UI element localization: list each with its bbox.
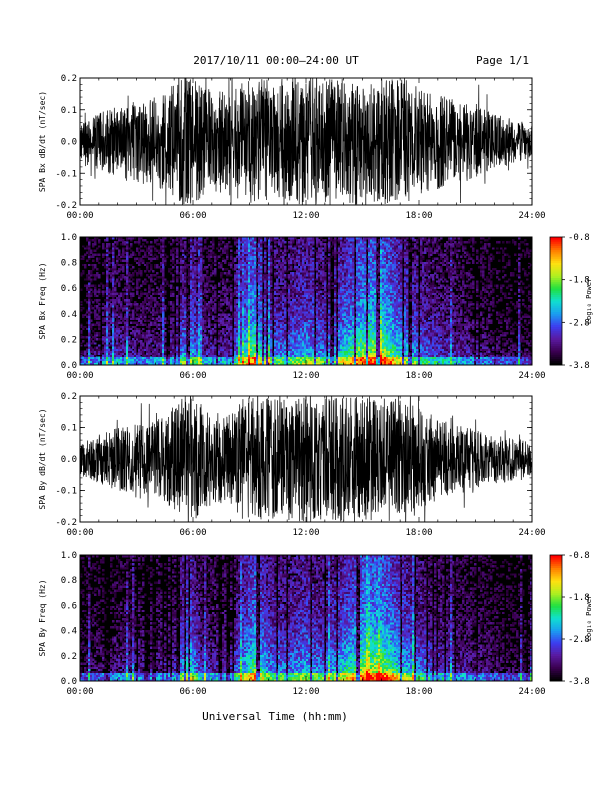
x-tick-label: 06:00 (179, 371, 206, 381)
x-tick-label: 00:00 (66, 371, 93, 381)
y-axis-label: SPA By Freq (Hz) (38, 579, 47, 656)
x-tick-label: 12:00 (292, 371, 319, 381)
colorbar-label: Log₁₀ Power (585, 278, 593, 324)
x-tick-label: 24:00 (518, 528, 545, 538)
by-spectrogram-panel: -0.8 -1.8 -2.8 -3.8 Log₁₀ Power 00:00 06:00 12:… (38, 551, 593, 697)
x-tick-label: 12:00 (292, 687, 319, 697)
x-tick-label: 18:00 (405, 528, 432, 538)
bx-spectrogram-colorbar: -0.8 -1.8 -2.8 -3.8 Log₁₀ Power (549, 233, 593, 371)
y-tick-label: 0.8 (61, 259, 77, 269)
x-tick-label: 18:00 (405, 371, 432, 381)
x-tick-label: 24:00 (518, 687, 545, 697)
y-tick-label: 0.6 (61, 284, 77, 294)
y-axis-label: SPA Bx dB/dt (nT/sec) (38, 91, 47, 192)
x-tick-label: 18:00 (405, 211, 432, 221)
x-tick-label: 24:00 (518, 371, 545, 381)
bx-waveform-panel: 00:00 06:00 12:00 18:00 24:00 -0.2 -0.1 0.0 0.1 0… (38, 74, 546, 221)
colorbar-tick-label: -0.8 (568, 551, 590, 561)
y-tick-label: 0.2 (61, 652, 77, 662)
y-tick-label: -0.2 (55, 518, 77, 528)
y-tick-label: 0.1 (61, 424, 77, 434)
bx-spectrogram-cells (80, 237, 533, 366)
x-tick-label: 06:00 (179, 687, 206, 697)
y-tick-label: 0.0 (61, 455, 77, 465)
colorbar-tick-label: -3.8 (568, 677, 590, 687)
y-tick-label: 0.0 (61, 361, 77, 371)
y-tick-label: -0.1 (55, 487, 77, 497)
bx-spectrogram-panel: -0.8 -1.8 -2.8 -3.8 Log₁₀ Power 00:00 06:00 12:… (38, 233, 593, 381)
y-tick-label: 0.2 (61, 74, 77, 84)
colorbar-tick-label: -3.8 (568, 361, 590, 371)
y-tick-label: 0.2 (61, 335, 77, 345)
x-tick-label: 06:00 (179, 211, 206, 221)
x-tick-label: 12:00 (292, 211, 319, 221)
by-spectrogram-cells (80, 555, 533, 682)
colorbar-tick-label: -1.8 (568, 276, 590, 286)
colorbar-tick-label: -0.8 (568, 233, 590, 243)
bx-waveform-trace (80, 78, 532, 205)
panels: 00:00 06:00 12:00 18:00 24:00 -0.2 -0.1 0.0 0.1 0… (38, 74, 593, 697)
colorbar-label: Log₁₀ Power (585, 595, 593, 641)
colorbar-tick-label: -2.8 (568, 318, 590, 328)
x-axis-title: Universal Time (hh:mm) (202, 710, 348, 723)
by-spectrogram-colorbar: -0.8 -1.8 -2.8 -3.8 Log₁₀ Power (549, 551, 593, 687)
x-tick-label: 24:00 (518, 211, 545, 221)
page-indicator: Page 1/1 (476, 54, 529, 67)
y-tick-label: 0.8 (61, 576, 77, 586)
y-tick-label: 1.0 (61, 551, 77, 561)
x-tick-label: 06:00 (179, 528, 206, 538)
colorbar-tick-label: -1.8 (568, 593, 590, 603)
y-tick-label: 0.2 (61, 392, 77, 402)
x-tick-label: 00:00 (66, 687, 93, 697)
by-waveform-panel: 00:00 06:00 12:00 18:00 24:00 -0.2 -0.1 0.0 0.1 0… (38, 392, 546, 538)
x-tick-label: 00:00 (66, 528, 93, 538)
y-axis-label: SPA By dB/dt (nT/sec) (38, 408, 47, 509)
y-tick-label: -0.2 (55, 201, 77, 211)
y-tick-label: 0.4 (61, 627, 77, 637)
y-tick-label: -0.1 (55, 169, 77, 179)
x-tick-label: 12:00 (292, 528, 319, 538)
y-tick-label: 0.6 (61, 601, 77, 611)
colorbar-tick-label: -2.8 (568, 635, 590, 645)
y-tick-label: 0.0 (61, 677, 77, 687)
y-tick-label: 0.1 (61, 106, 77, 116)
x-tick-label: 00:00 (66, 211, 93, 221)
y-tick-label: 0.0 (61, 138, 77, 148)
y-tick-label: 0.4 (61, 310, 77, 320)
x-tick-label: 18:00 (405, 687, 432, 697)
y-axis-label: SPA Bx Freq (Hz) (38, 262, 47, 339)
y-tick-label: 1.0 (61, 233, 77, 243)
plot-title: 2017/10/11 00:00–24:00 UT (193, 54, 359, 67)
